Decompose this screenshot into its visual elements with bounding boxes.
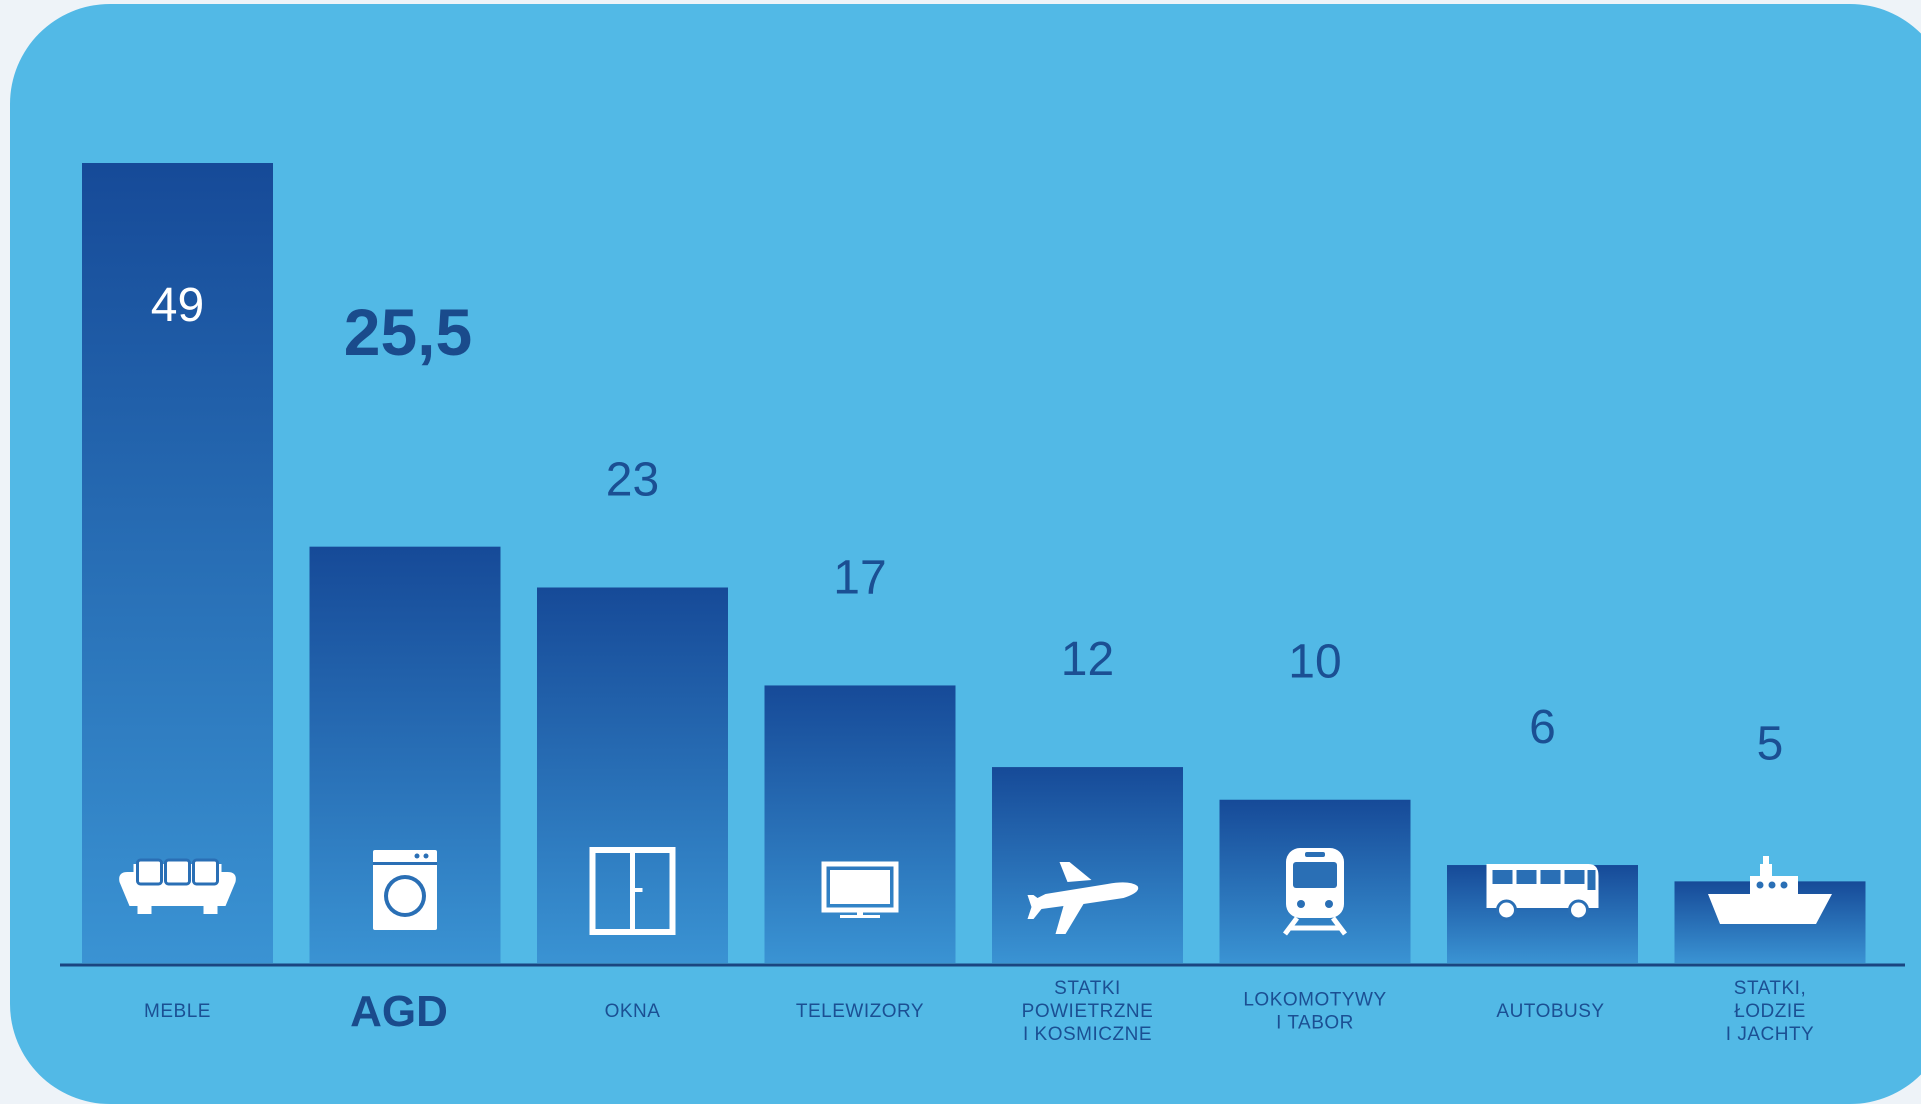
value-label: 17 [833,551,886,604]
train-icon [1283,848,1347,936]
category-label: MEBLE [144,1001,211,1022]
ship-icon [1708,856,1832,924]
tv-icon [821,861,899,918]
value-label: 25,5 [344,295,472,369]
bar [82,163,273,963]
category-label: STATKI POWIETRZNE I KOSMICZNE [1022,978,1154,1045]
washing-machine-icon [373,850,437,930]
category-label: AGD [350,987,448,1036]
value-label: 23 [606,453,659,506]
category-label: AUTOBUSY [1496,1001,1604,1022]
category-label: TELEWIZORY [796,1001,924,1022]
value-label: 12 [1061,633,1114,686]
sofa-icon [119,858,236,914]
labels-layer: 49 MEBLE 25,5 AGD 23 OKNA 17 TELEWIZORY 12 STATKI… [144,279,1814,1045]
value-label: 6 [1529,701,1556,754]
window-icon [589,847,676,935]
category-label: OKNA [605,1001,661,1022]
category-label: LOKOMOTYWY I TABOR [1243,990,1386,1034]
bar [992,767,1183,963]
bars-layer [82,163,1866,963]
bar [764,685,956,963]
category-label: STATKI, ŁODZIE I JACHTY [1726,978,1814,1045]
value-label: 49 [151,279,204,332]
value-label: 10 [1288,636,1341,689]
bus-icon [1486,864,1599,921]
airplane-icon [1027,862,1139,934]
value-label: 5 [1757,717,1784,770]
